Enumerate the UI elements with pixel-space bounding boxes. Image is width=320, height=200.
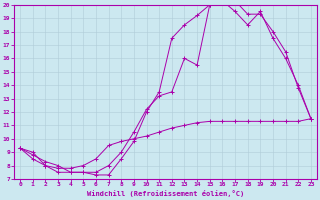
X-axis label: Windchill (Refroidissement éolien,°C): Windchill (Refroidissement éolien,°C)	[87, 190, 244, 197]
